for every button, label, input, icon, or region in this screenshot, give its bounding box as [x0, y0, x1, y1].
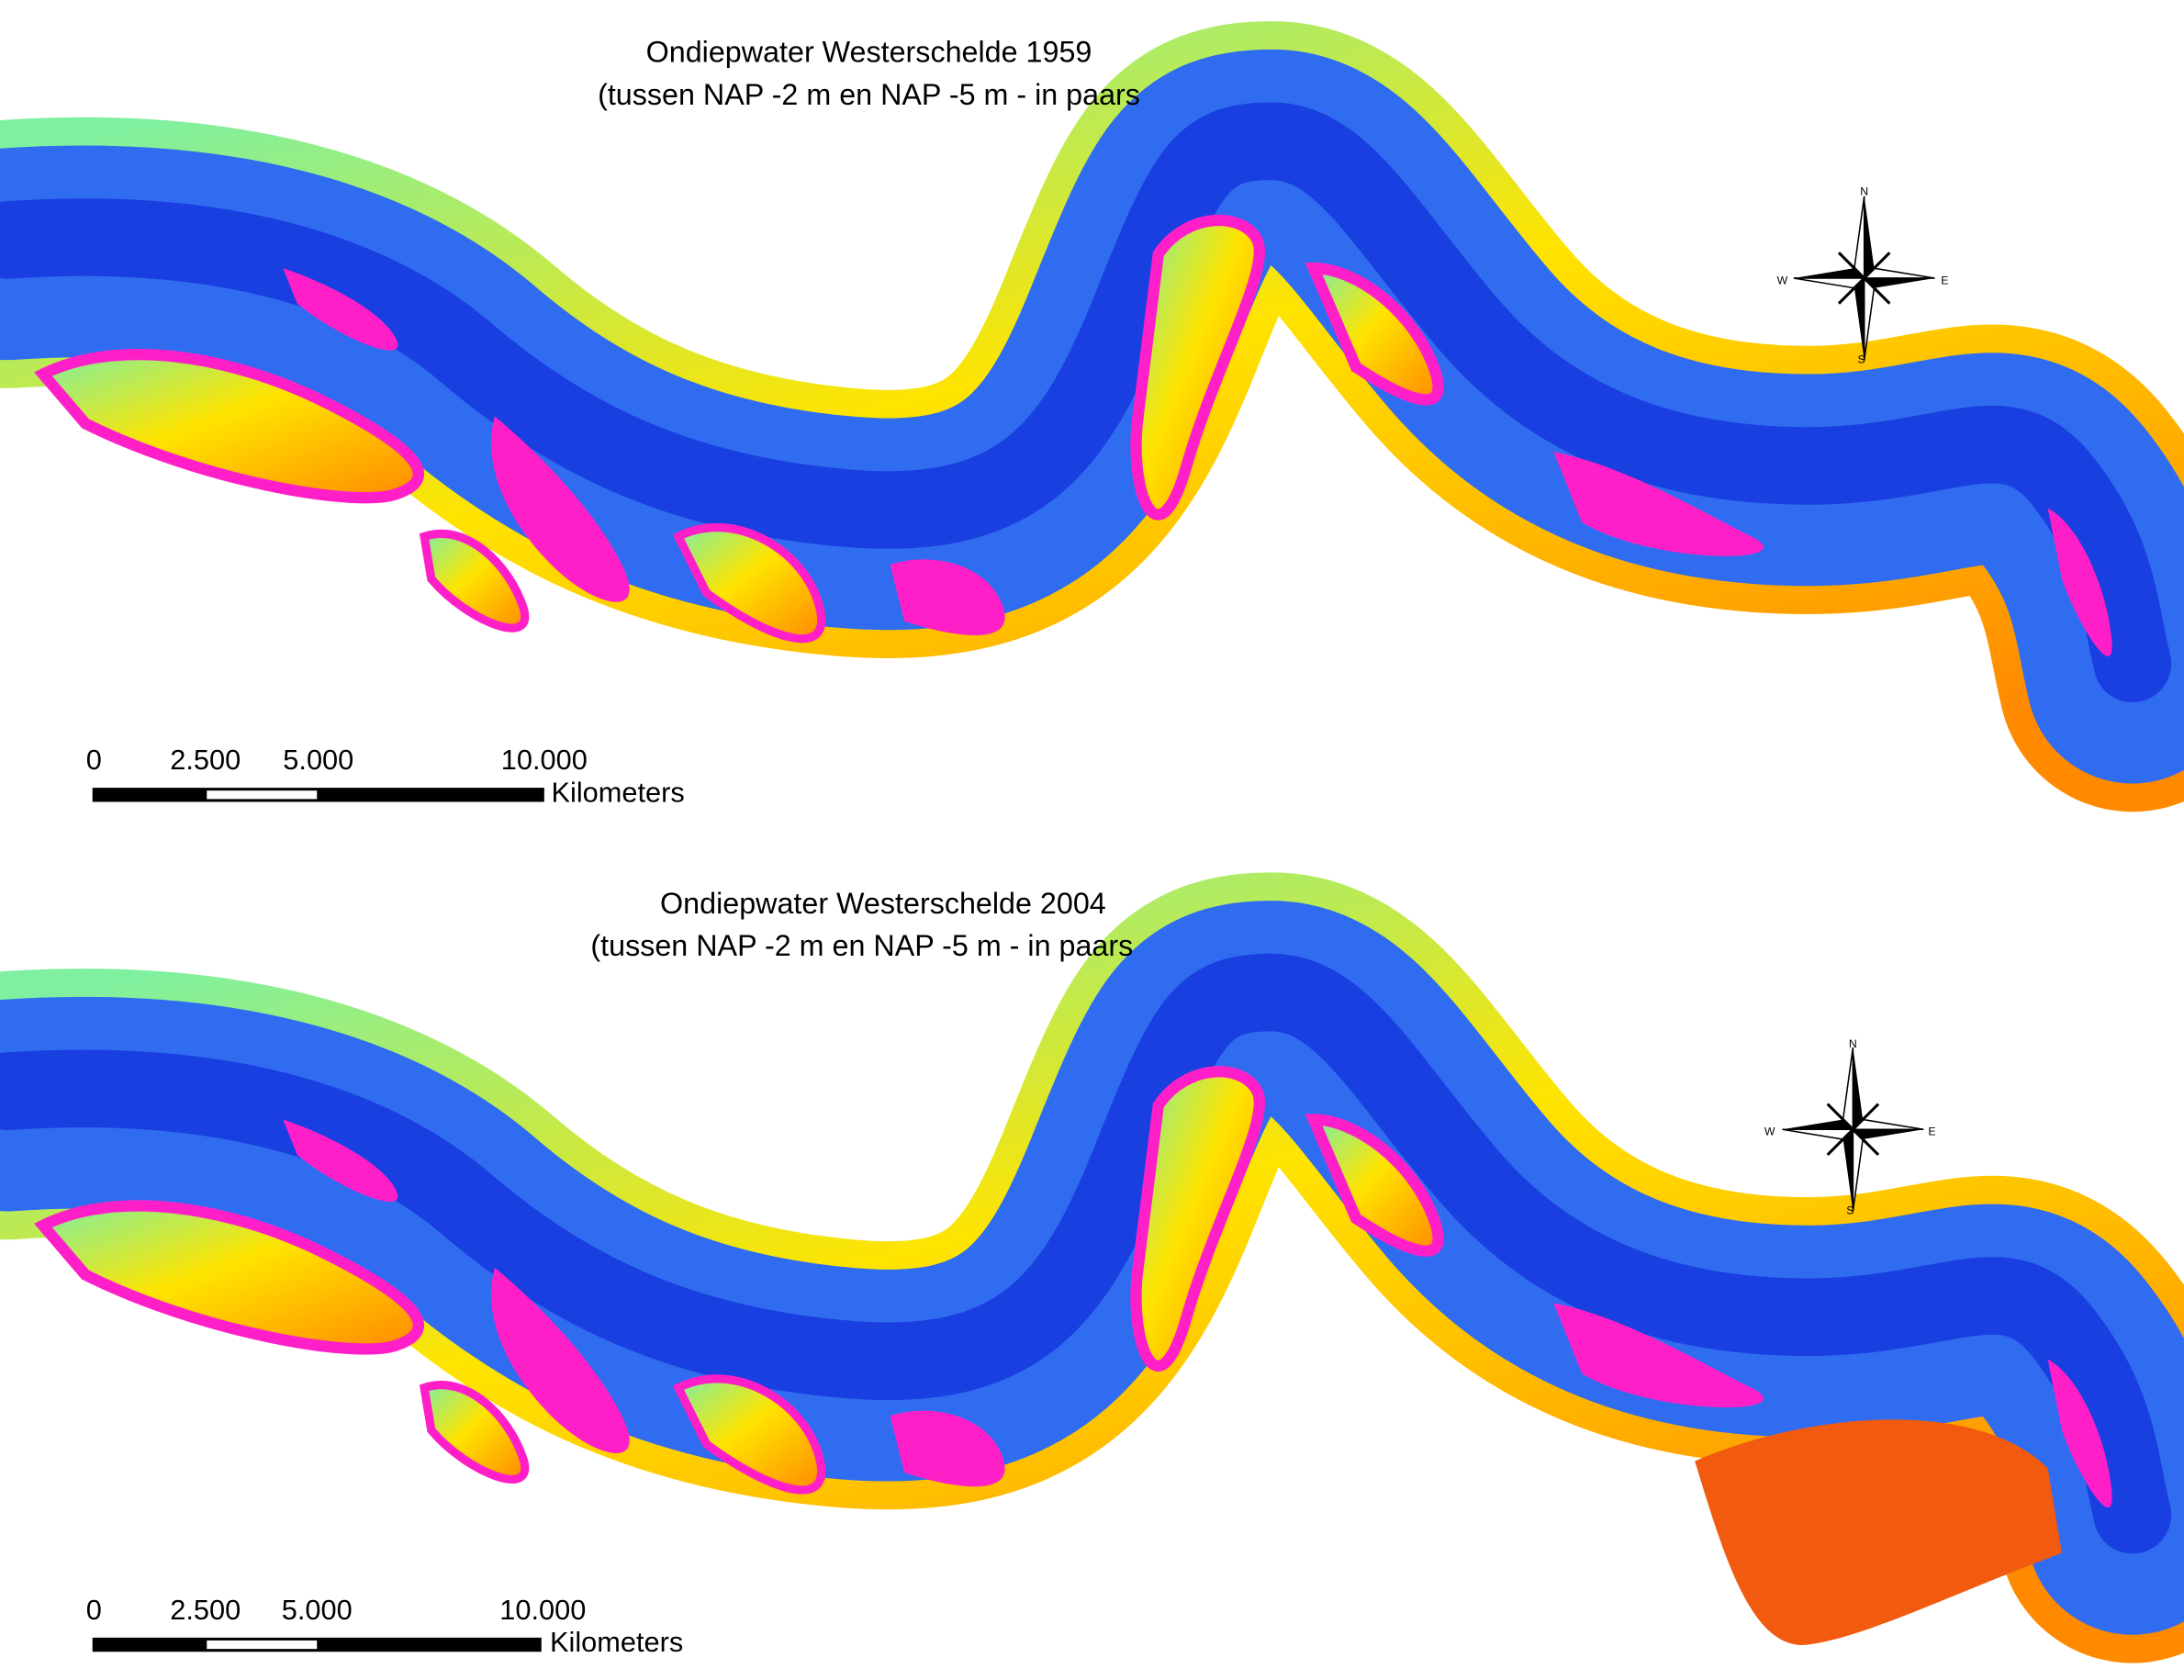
- scale-unit: Kilometers: [552, 776, 685, 808]
- compass-s: S: [1846, 1204, 1854, 1217]
- map-title: Ondiepwater Westerschelde 2004: [660, 887, 1106, 920]
- scale-bar-segment: [207, 1640, 318, 1650]
- scale-bar-segment: [207, 790, 318, 800]
- scale-bar-fill: [92, 788, 544, 802]
- compass-n: N: [1849, 1037, 1857, 1050]
- scale-bar: 0 2.500 5.000 10.000 Kilometers: [86, 744, 685, 808]
- scale-label: 2.500: [170, 744, 241, 776]
- scale-label: 0: [86, 1594, 102, 1626]
- scale-label: 0: [86, 744, 102, 776]
- compass-e: E: [1941, 274, 1948, 286]
- map-2004: Ondiepwater Westerschelde 2004 (tussen N…: [7, 887, 2132, 1658]
- scale-label: 5.000: [282, 1594, 353, 1626]
- polder: [1695, 1419, 2062, 1645]
- map-subtitle: (tussen NAP -2 m en NAP -5 m - in paars: [598, 78, 1140, 111]
- map-1959: Ondiepwater Westerschelde 1959 (tussen N…: [7, 36, 2132, 809]
- scale-label: 5.000: [283, 744, 353, 776]
- scale-label: 2.500: [170, 1594, 241, 1626]
- scale-unit: Kilometers: [550, 1626, 683, 1658]
- compass: [1780, 1046, 1925, 1213]
- scale-bar: 0 2.500 5.000 10.000 Kilometers: [86, 1594, 684, 1658]
- map-subtitle: (tussen NAP -2 m en NAP -5 m - in paars: [590, 929, 1133, 962]
- compass-n: N: [1860, 185, 1868, 197]
- compass-e: E: [1928, 1126, 1935, 1138]
- scale-label: 10.000: [501, 744, 588, 776]
- estuary-map: [7, 141, 2132, 678]
- compass-w: W: [1777, 274, 1788, 286]
- scale-label: 10.000: [499, 1594, 586, 1626]
- map-title: Ondiepwater Westerschelde 1959: [646, 36, 1092, 69]
- compass-s: S: [1858, 353, 1865, 365]
- compass-w: W: [1764, 1126, 1775, 1138]
